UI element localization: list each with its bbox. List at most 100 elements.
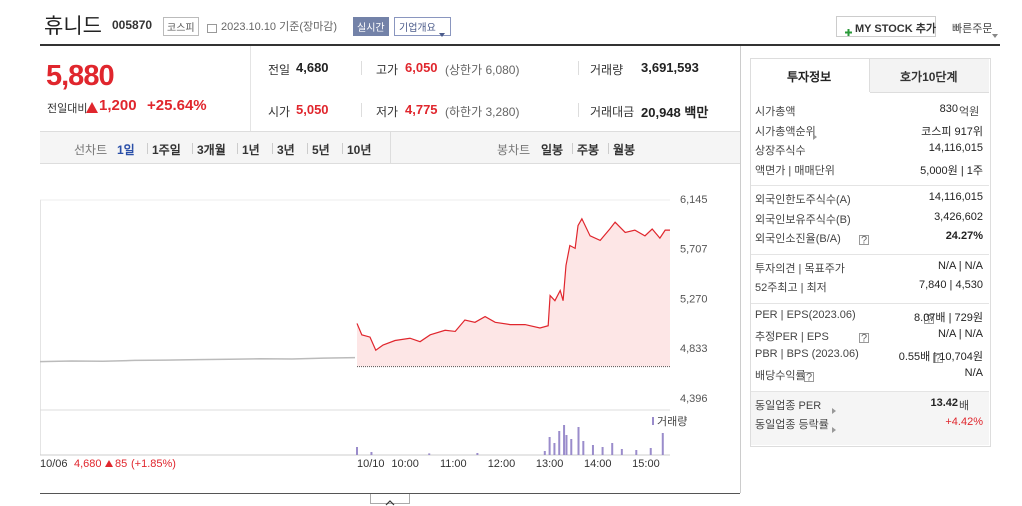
svg-text:?: ?	[861, 333, 867, 343]
info-value: N/A	[964, 367, 983, 379]
prev-close: 4,680	[74, 458, 102, 470]
arrow-icon-glyph	[831, 427, 836, 433]
info-sep	[751, 253, 989, 255]
summary-value: 6,050	[405, 60, 438, 75]
mystock-label[interactable]: MY STOCK 추가	[855, 23, 936, 35]
help-icon: ?	[804, 369, 814, 387]
info-label: 상장주식수	[755, 145, 806, 157]
info-value: 8.07배 | 729원	[914, 311, 983, 324]
tab-sep	[237, 143, 238, 154]
info-unit: 억원	[959, 106, 980, 118]
volume-bar	[591, 445, 594, 455]
dropdown-icon-glyph	[439, 33, 445, 37]
today-date: 10/10	[357, 458, 385, 470]
info-label: 외국인한도주식수(A)	[755, 194, 851, 206]
base-date: 2023.10.10 기준(장마감)	[221, 21, 338, 33]
prev-rate: (+1.85%)	[131, 458, 176, 470]
period-tab[interactable]: 1주일	[152, 143, 181, 157]
volume-bar	[565, 435, 568, 455]
x-tick-label: 15:00	[632, 458, 660, 470]
x-tick-label: 12:00	[488, 458, 516, 470]
tab-sep	[342, 143, 343, 154]
collapse-icon	[385, 500, 395, 506]
quick-order[interactable]: 빠른주문	[952, 23, 993, 35]
panel-divider	[740, 46, 741, 493]
calendar-icon	[207, 20, 217, 38]
volume-bar	[543, 451, 546, 455]
info-value: 14,116,015	[928, 191, 983, 203]
bottom-rule[interactable]	[40, 493, 740, 494]
period-tab[interactable]: 주봉	[577, 143, 600, 157]
summary-label: 전일	[268, 63, 291, 77]
info-unit: 배	[959, 399, 970, 412]
info-value: N/A | N/A	[937, 328, 983, 340]
change-label: 전일대비	[47, 103, 88, 115]
collapse-button[interactable]	[370, 494, 410, 506]
cell-divider	[361, 103, 362, 117]
volume-bar	[553, 443, 556, 455]
volume-bar	[635, 450, 638, 455]
summary-value: 3,691,593	[641, 60, 699, 75]
arrow-icon-glyph	[831, 407, 836, 414]
tab-label: 봉차트	[497, 143, 531, 157]
market-badge: 코스피	[163, 17, 199, 36]
period-tab[interactable]: 1일	[117, 143, 135, 157]
prev-date: 10/06	[40, 458, 68, 470]
help-icon: ?	[923, 311, 934, 329]
cell-divider	[578, 103, 579, 117]
period-tab[interactable]: 월봉	[613, 143, 636, 157]
info-value: 코스피 917위	[921, 125, 983, 138]
summary-label: 고가	[376, 63, 399, 77]
info-value: 13.42	[930, 396, 958, 409]
realtime-badge[interactable]: 실시간	[353, 17, 389, 36]
volume-bar	[601, 447, 604, 455]
period-tab[interactable]: 3개월	[197, 143, 226, 157]
info-tab[interactable]	[870, 59, 989, 93]
info-tab-label[interactable]: 호가10단계	[900, 70, 958, 84]
tab-sep	[572, 143, 573, 154]
volume-bar	[563, 425, 566, 455]
summary-value: 4,680	[296, 60, 329, 75]
volume-bar	[620, 449, 623, 455]
volume-bar	[649, 448, 652, 455]
volume-bar	[356, 447, 358, 455]
tab-divider	[390, 132, 391, 163]
period-tab[interactable]: 3년	[277, 143, 295, 157]
summary-note: (하한가 3,280)	[445, 105, 520, 119]
price-area	[357, 218, 670, 367]
mystock-button[interactable]	[836, 16, 936, 37]
period-tab[interactable]: 5년	[312, 143, 330, 157]
info-sep	[751, 302, 989, 304]
info-value: N/A | N/A	[937, 259, 983, 272]
period-tab[interactable]: 10년	[347, 143, 372, 157]
info-panel	[750, 58, 991, 447]
info-label: 52주최고 | 최저	[755, 282, 827, 294]
change-rate: +25.64%	[147, 97, 207, 114]
info-label: 추정PER | EPS	[755, 331, 829, 343]
info-label: PBR | BPS (2023.06)	[755, 347, 859, 360]
info-tab-active[interactable]	[751, 59, 870, 92]
summary-value: 5,050	[296, 102, 329, 117]
info-label: 배당수익률	[755, 370, 806, 382]
info-value: 830	[939, 103, 958, 115]
info-tab-label[interactable]: 투자정보	[787, 70, 832, 84]
overview-button[interactable]: 기업개요	[394, 17, 451, 36]
summary-label: 시가	[268, 105, 291, 119]
summary-label: 거래대금	[590, 105, 635, 119]
tab-sep	[608, 143, 609, 154]
volume-bar	[611, 443, 614, 455]
period-tab[interactable]: 일봉	[541, 143, 564, 157]
dropdown-icon-glyph	[992, 34, 998, 38]
plus-icon-glyph	[845, 29, 852, 36]
x-tick-label: 11:00	[440, 458, 467, 470]
svg-text:?: ?	[861, 235, 867, 245]
x-tick-label: 14:00	[584, 458, 612, 470]
period-tab[interactable]: 1년	[242, 143, 260, 157]
x-tick-label: 10:00	[391, 458, 419, 470]
stock-name: 휴니드	[44, 15, 102, 38]
info-label: 외국인보유주식수(B)	[755, 213, 851, 226]
info-label: PER | EPS(2023.06)	[755, 308, 856, 321]
help-icon: ?	[859, 330, 870, 348]
y-tick-label: 5,270	[680, 293, 708, 305]
